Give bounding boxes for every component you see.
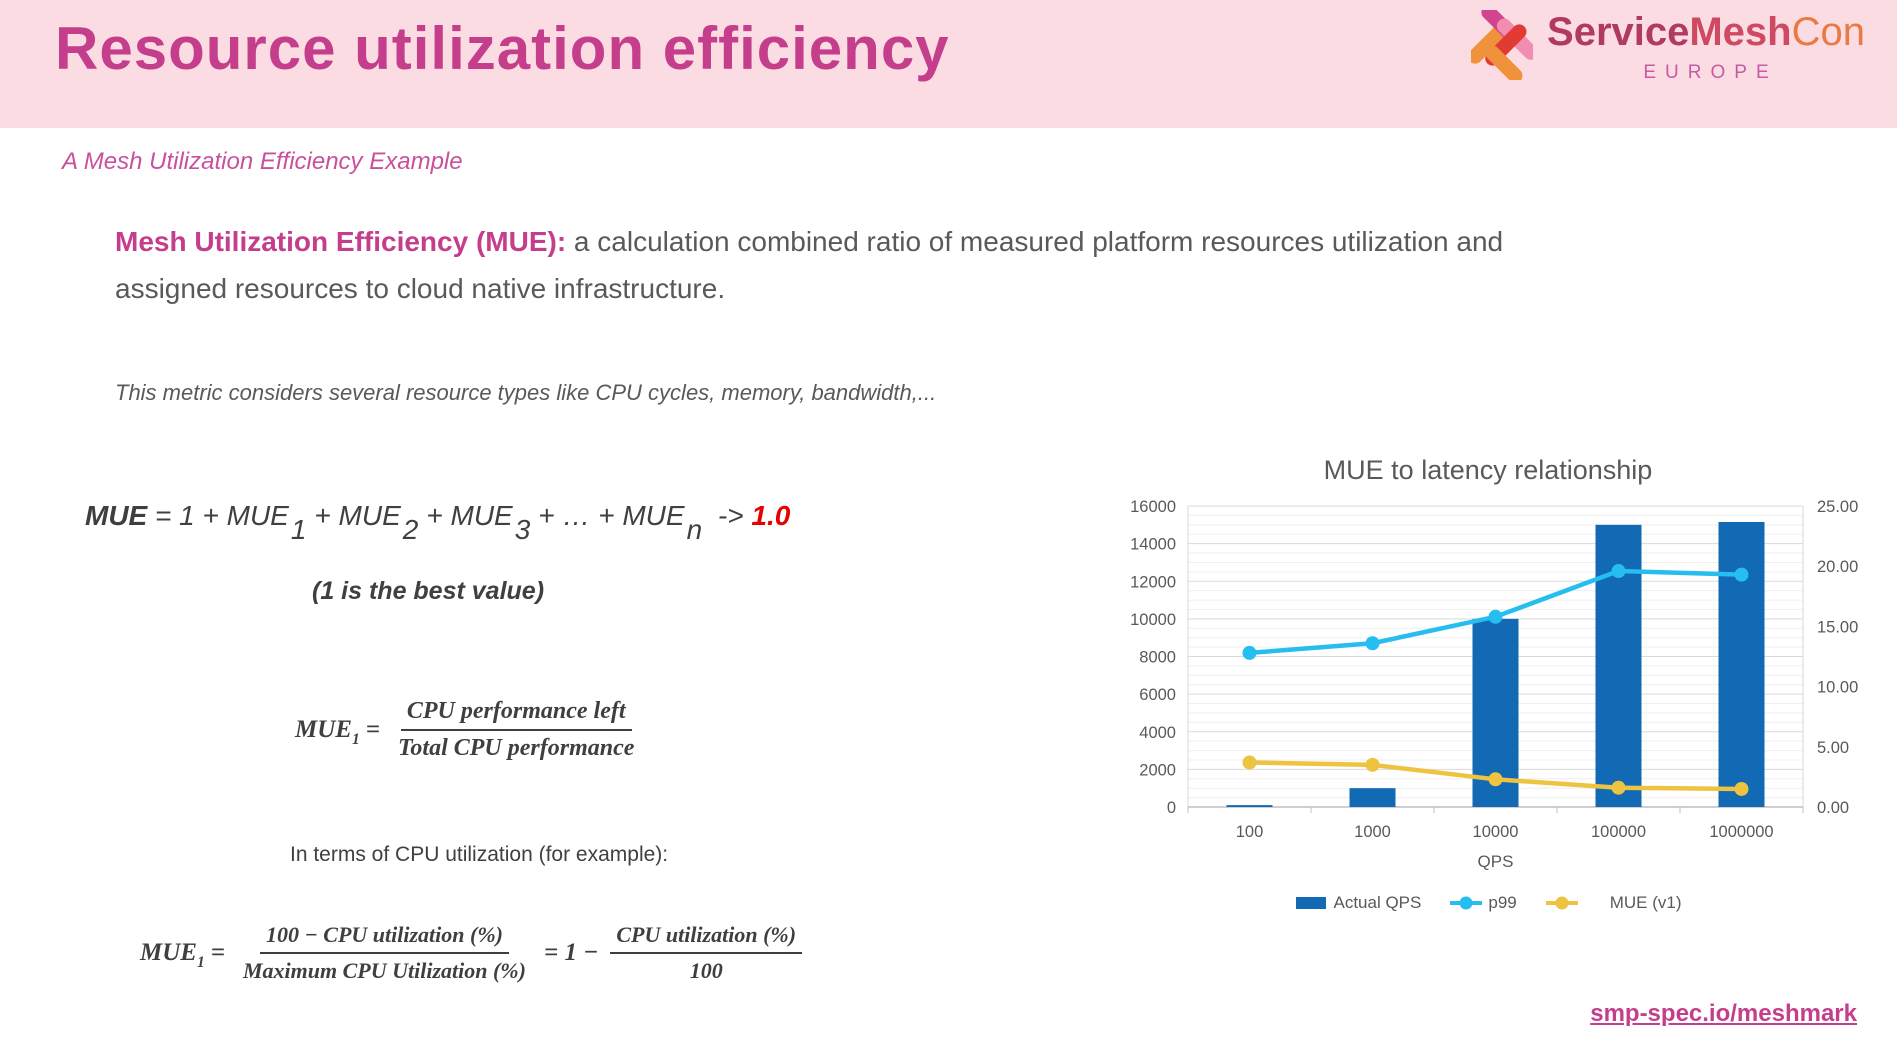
cpu-fraction-2: CPU utilization (%) 100	[610, 922, 803, 984]
svg-text:8000: 8000	[1139, 649, 1176, 667]
servicemeshcon-logo: ServiceMeshCon EUROPE	[1467, 5, 1865, 85]
svg-text:25.00: 25.00	[1817, 498, 1858, 516]
logo-wordmark: ServiceMeshCon	[1547, 10, 1865, 54]
logo-mesh: Mesh	[1689, 10, 1792, 54]
logo-text: ServiceMeshCon EUROPE	[1547, 10, 1865, 84]
svg-text:2000: 2000	[1139, 761, 1176, 779]
svg-text:100: 100	[1236, 823, 1264, 841]
mue-latency-chart: MUE to latency relationship 0 2000 4000 600…	[1088, 455, 1888, 913]
page-title: Resource utilization efficiency	[55, 15, 950, 82]
svg-text:1000: 1000	[1354, 823, 1391, 841]
svg-text:4000: 4000	[1139, 724, 1176, 742]
legend-label: MUE (v1)	[1609, 893, 1682, 912]
best-value-note: (1 is the best value)	[312, 577, 545, 605]
legend-label: Actual QPS	[1333, 893, 1422, 912]
definition-rest: a calculation combined ratio of measured…	[115, 226, 1504, 304]
mue1-lhs: MUE1 =	[295, 716, 380, 748]
svg-text:16000: 16000	[1130, 498, 1176, 516]
mue1-fraction: CPU performance left Total CPU performan…	[397, 698, 635, 761]
svg-text:15.00: 15.00	[1817, 618, 1858, 636]
svg-text:10.00: 10.00	[1817, 679, 1858, 697]
svg-text:6000: 6000	[1139, 686, 1176, 704]
chart-title: MUE to latency relationship	[1323, 455, 1653, 485]
weave-logo-icon	[1467, 5, 1539, 85]
svg-text:100000: 100000	[1591, 823, 1646, 841]
svg-text:QPS: QPS	[1478, 852, 1514, 871]
logo-region: EUROPE	[1643, 62, 1778, 83]
cpu-fraction-1: 100 − CPU utilization (%) Maximum CPU Ut…	[242, 922, 526, 983]
chart-legend: Actual QPS p99 MUE (v1)	[1088, 893, 1888, 913]
legend-label: p99	[1488, 893, 1517, 912]
svg-text:12000: 12000	[1130, 573, 1176, 591]
svg-text:0: 0	[1167, 799, 1176, 817]
in-terms-label: In terms of CPU utilization (for example…	[290, 843, 669, 866]
slide-subtitle: A Mesh Utilization Efficiency Example	[62, 148, 463, 175]
logo-con: Con	[1791, 10, 1865, 54]
cpu-formula-mid: = 1 −	[543, 939, 599, 966]
legend-item-actual-qps: Actual QPS	[1294, 893, 1421, 913]
svg-text:0.00: 0.00	[1817, 799, 1849, 817]
header-band: Resource utilization efficiency ServiceM…	[0, 0, 1897, 128]
svg-text:10000: 10000	[1473, 823, 1519, 841]
svg-text:5.00: 5.00	[1817, 739, 1849, 757]
mue-sum-formula: MUE = 1 + MUE1 + MUE2 + MUE3 + … + MUEn -> …	[85, 500, 791, 545]
meshmark-link[interactable]: smp-spec.io/meshmark	[1590, 1000, 1857, 1027]
mue1-formula: MUE1 = CPU performance left Total CPU per…	[295, 698, 640, 762]
svg-text:1000000: 1000000	[1709, 823, 1773, 841]
svg-text:14000: 14000	[1130, 536, 1176, 554]
metric-note: This metric considers several resource t…	[115, 380, 937, 405]
definition-paragraph: Mesh Utilization Efficiency (MUE): a cal…	[115, 218, 1535, 312]
definition-lead: Mesh Utilization Efficiency (MUE):	[115, 226, 567, 257]
mue1-cpu-lhs: MUE1 =	[140, 939, 225, 971]
legend-item-p99: p99	[1449, 893, 1517, 913]
logo-service: Service	[1547, 10, 1690, 54]
mue1-cpu-formula: MUE1 = 100 − CPU utilization (%) Maximum …	[140, 922, 803, 984]
svg-text:20.00: 20.00	[1817, 558, 1858, 576]
legend-item-mue-v1-: MUE (v1)	[1545, 893, 1682, 913]
svg-text:10000: 10000	[1130, 611, 1176, 629]
chart-plot-area: 0 2000 4000 6000 8000 10000 12000 14000 16000 0.0…	[1088, 492, 1888, 889]
